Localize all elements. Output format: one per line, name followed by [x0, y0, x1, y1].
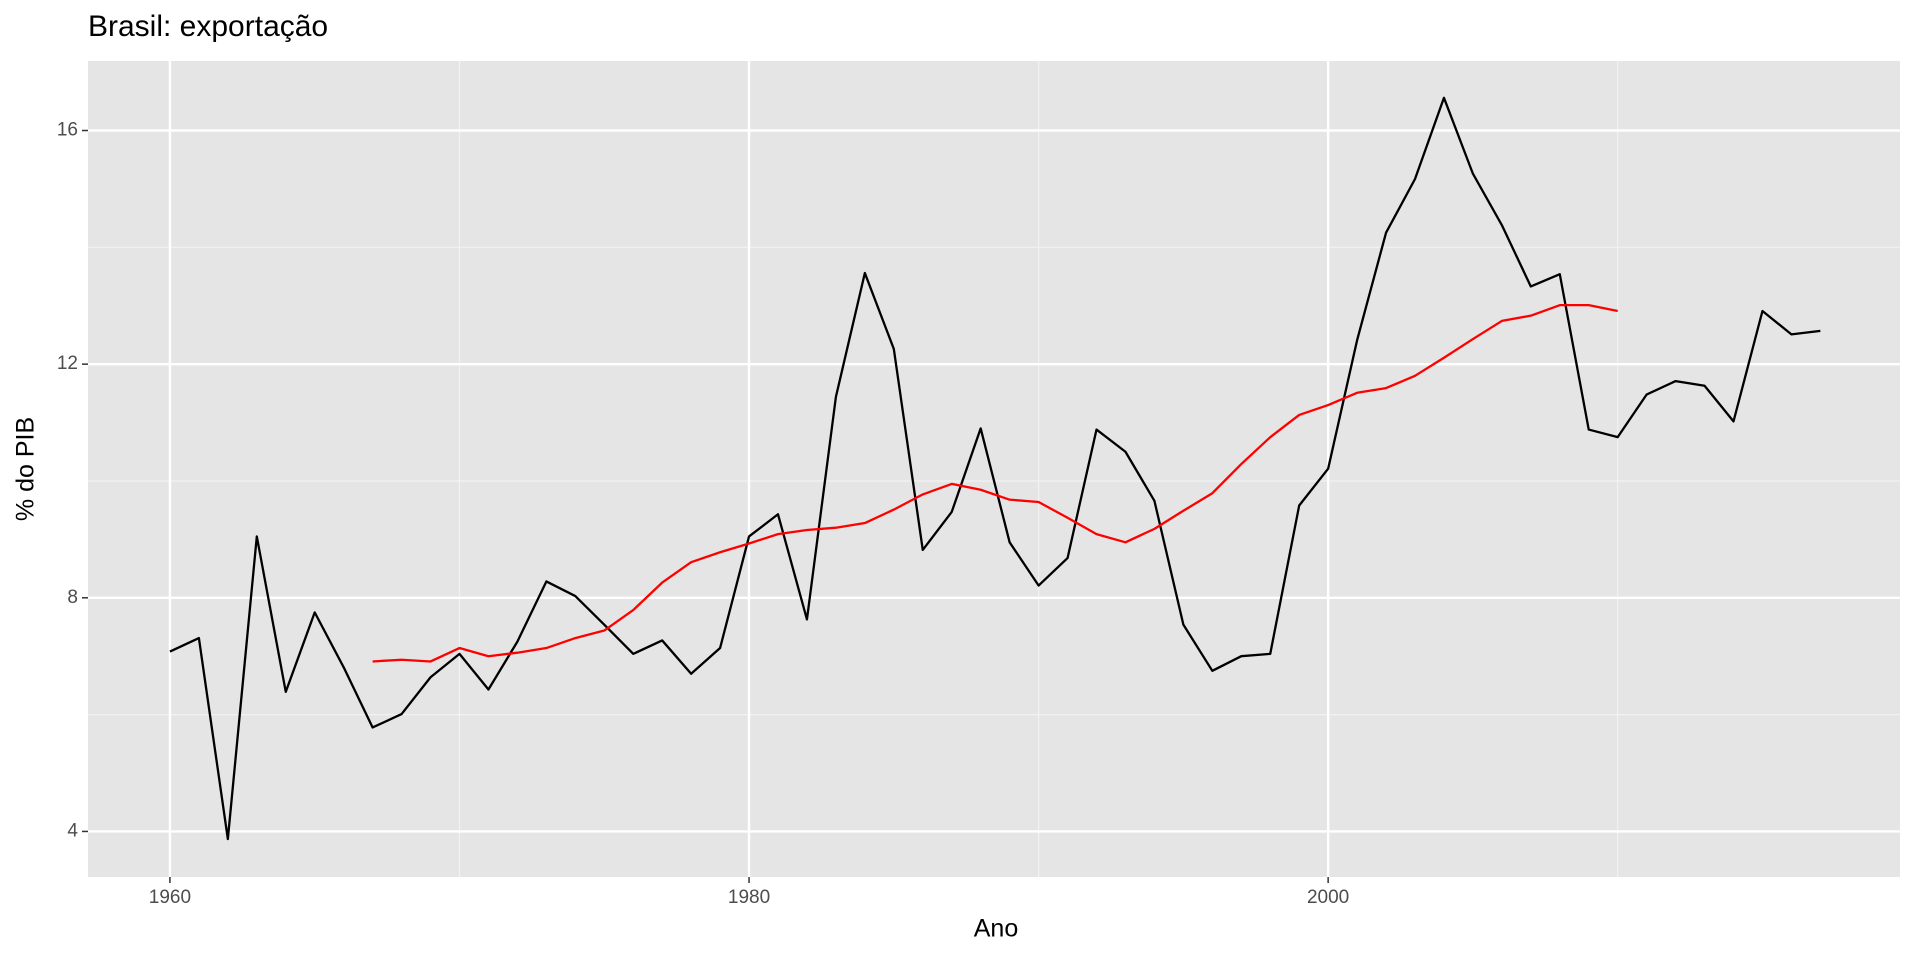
y-tick-label: 4	[67, 820, 78, 841]
data-line	[372, 304, 1618, 663]
y-tick-label: 8	[67, 587, 78, 608]
x-tick-label: 1980	[728, 887, 770, 908]
data-line	[169, 96, 1821, 841]
y-axis-label: % do PIB	[12, 417, 40, 521]
x-axis-label: Ano	[974, 915, 1018, 943]
plot-background	[88, 61, 1900, 877]
y-tick-label: 12	[57, 353, 78, 374]
x-tick-label: 2000	[1307, 887, 1349, 908]
y-tick-label: 16	[57, 120, 78, 141]
chart-title: Brasil: exportação	[88, 10, 328, 43]
x-tick-label: 1960	[149, 887, 191, 908]
